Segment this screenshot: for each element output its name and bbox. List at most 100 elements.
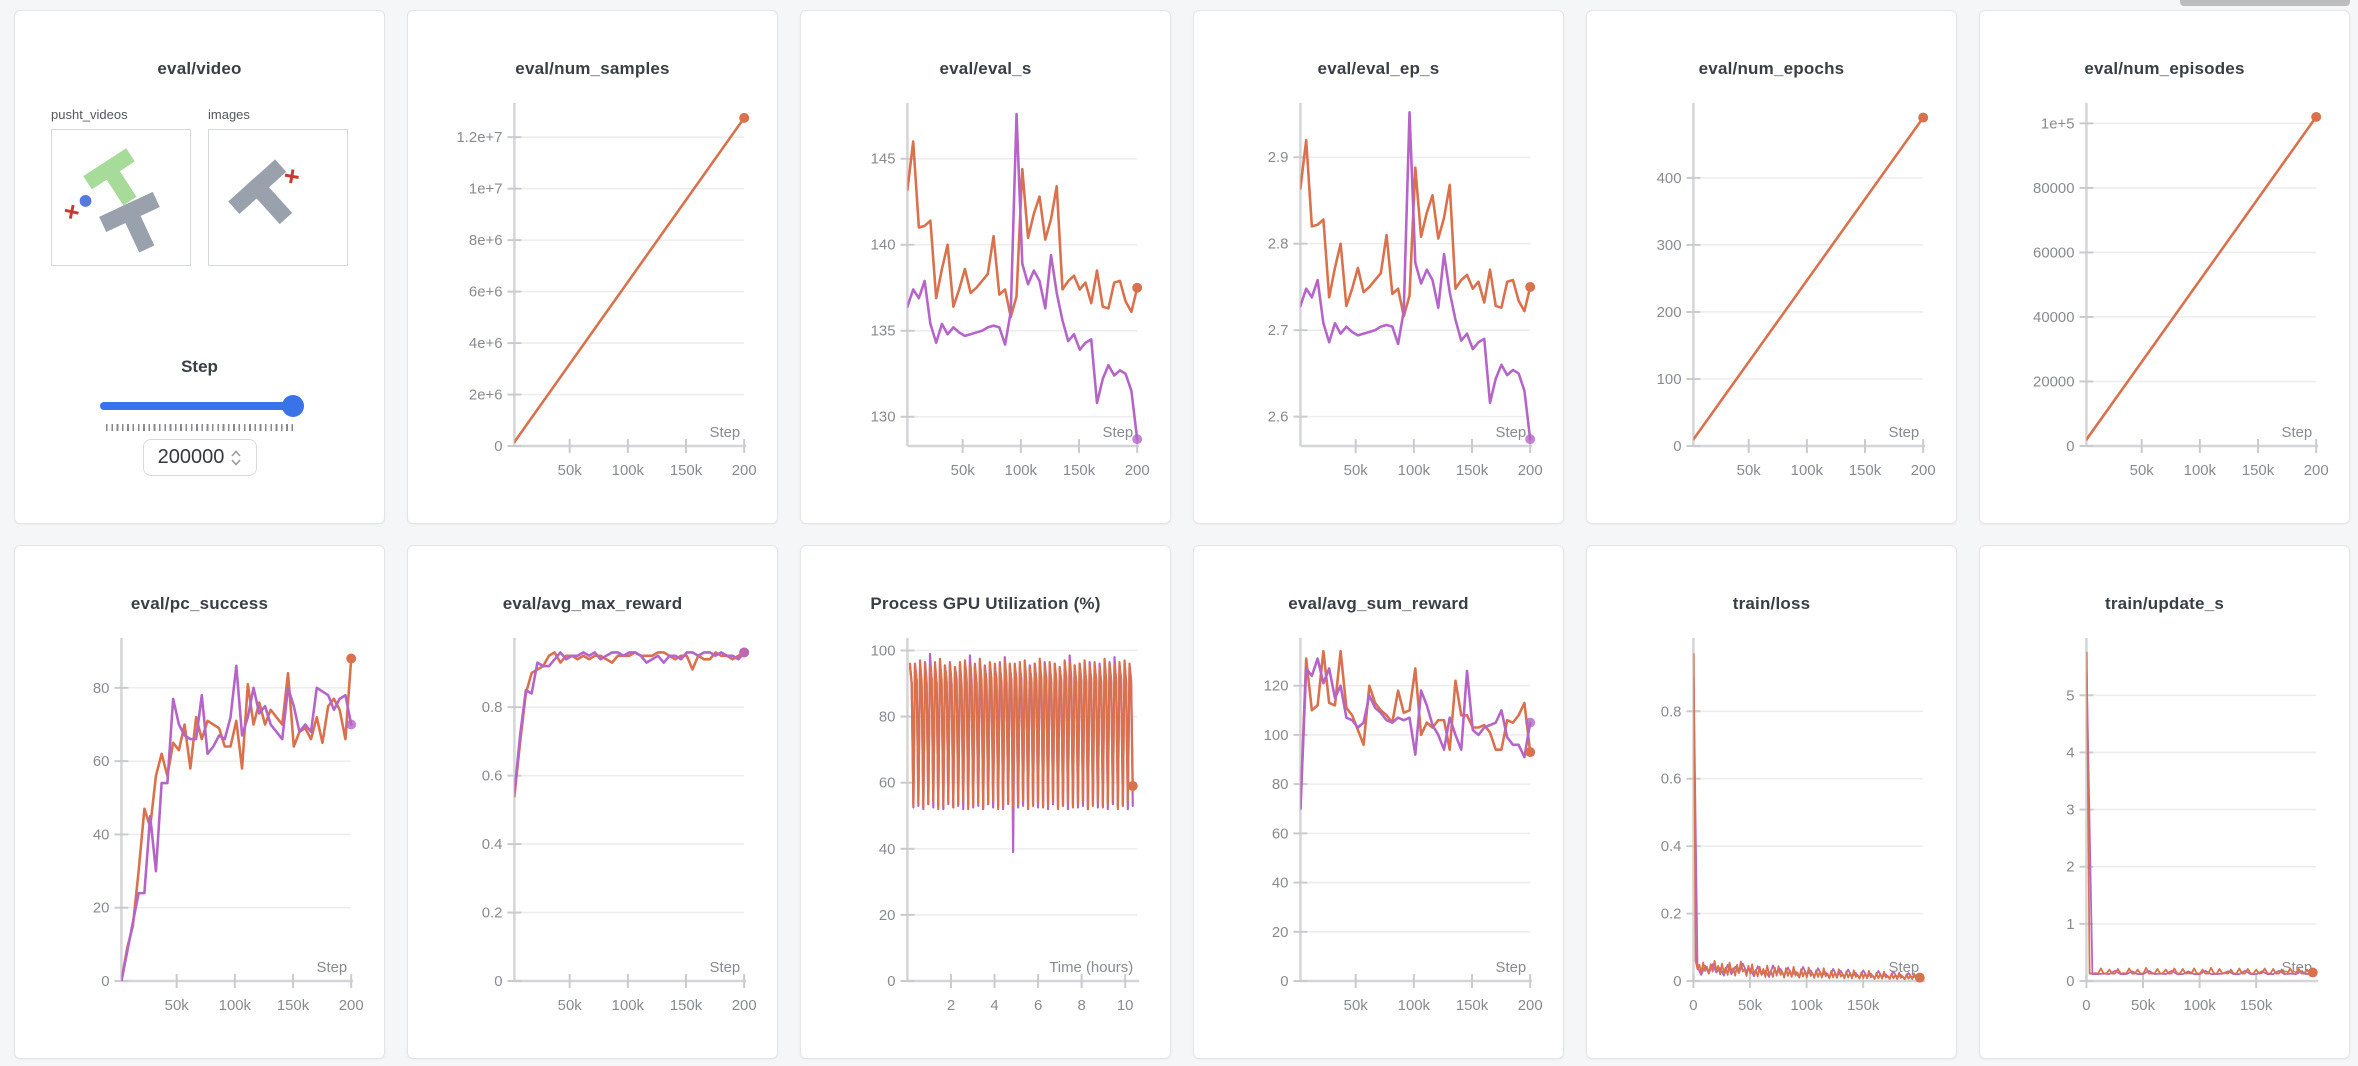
svg-text:0: 0 xyxy=(2082,998,2090,1014)
svg-text:Step: Step xyxy=(317,960,348,976)
svg-text:6e+6: 6e+6 xyxy=(469,285,503,301)
svg-text:Step: Step xyxy=(710,425,741,441)
svg-text:200: 200 xyxy=(732,463,757,479)
chart-panel[interactable]: eval/num_epochs 0 100 200 300 400 50k 100k 150k… xyxy=(1586,10,1957,524)
stepper-buttons xyxy=(231,449,241,466)
top-scrollbar[interactable] xyxy=(2180,0,2350,6)
chart-plot: 0 20 40 60 80 100 2 4 6 8 10 Time (hours) xyxy=(871,637,1140,1014)
chart-panel[interactable]: eval/num_samples 0 2e+6 4e+6 6e+6 8e+6 1e+7 1.… xyxy=(407,10,778,524)
chart-panel[interactable]: eval/pc_success 0 20 40 60 80 50k 100k 150k 200 S… xyxy=(14,545,385,1059)
svg-text:0: 0 xyxy=(494,439,502,455)
svg-text:2.9: 2.9 xyxy=(1268,150,1289,166)
media-item: images xyxy=(208,107,348,266)
gray-t-shape xyxy=(228,159,293,225)
svg-text:80: 80 xyxy=(879,710,896,726)
svg-text:40: 40 xyxy=(93,827,110,843)
goal-cross xyxy=(284,169,299,184)
svg-text:0: 0 xyxy=(1280,974,1288,990)
slider-thumb[interactable] xyxy=(281,395,304,417)
stepper-up-icon[interactable] xyxy=(231,449,241,457)
svg-text:20: 20 xyxy=(1272,925,1289,941)
svg-text:50k: 50k xyxy=(1738,998,1763,1014)
chart-panel[interactable]: Process GPU Utilization (%) 0 20 40 60 80 100… xyxy=(800,545,1171,1059)
chart-plot: 0 100 200 300 400 50k 100k 150k 200 Step xyxy=(1657,102,1936,479)
chart-panel[interactable]: eval/eval_s 130 135 140 145 50k 100k 150k 200 St… xyxy=(800,10,1171,524)
svg-text:2.6: 2.6 xyxy=(1268,410,1289,426)
svg-text:2.8: 2.8 xyxy=(1268,237,1289,253)
svg-text:200: 200 xyxy=(732,998,757,1014)
step-value: 200000 xyxy=(157,446,225,468)
panel-title: eval/eval_s xyxy=(939,59,1032,78)
svg-text:1e+5: 1e+5 xyxy=(2041,116,2075,132)
svg-text:Step: Step xyxy=(710,960,741,976)
chart-plot: 0 2e+6 4e+6 6e+6 8e+6 1e+7 1.2e+7 50k 100k 150k 20… xyxy=(456,102,757,479)
svg-text:0: 0 xyxy=(2066,439,2074,455)
svg-text:60: 60 xyxy=(879,776,896,792)
svg-text:6: 6 xyxy=(1034,998,1042,1014)
svg-text:60: 60 xyxy=(1272,826,1289,842)
svg-text:50k: 50k xyxy=(165,998,190,1014)
svg-text:0: 0 xyxy=(494,974,502,990)
goal-cross xyxy=(64,204,79,219)
svg-text:1e+7: 1e+7 xyxy=(469,182,503,198)
chart-panel[interactable]: eval/avg_max_reward 0 0.2 0.4 0.6 0.8 50k 100k… xyxy=(407,545,778,1059)
svg-text:100k: 100k xyxy=(2184,463,2217,479)
svg-text:200: 200 xyxy=(1911,463,1936,479)
svg-text:0.8: 0.8 xyxy=(1661,704,1682,720)
svg-text:150k: 150k xyxy=(1849,463,1882,479)
svg-text:Step: Step xyxy=(2282,425,2313,441)
svg-text:100: 100 xyxy=(1657,372,1682,388)
panel-grid: eval/video pusht_videos xyxy=(14,10,2350,1059)
svg-text:1: 1 xyxy=(2066,917,2074,933)
svg-text:8e+6: 8e+6 xyxy=(469,233,503,249)
svg-text:20: 20 xyxy=(879,908,896,924)
chart-panel[interactable]: eval/num_episodes 0 20000 40000 60000 80000 1… xyxy=(1979,10,2350,524)
step-value-input[interactable]: 200000 xyxy=(142,439,257,476)
svg-text:50k: 50k xyxy=(558,998,583,1014)
svg-text:40: 40 xyxy=(879,842,896,858)
svg-text:2: 2 xyxy=(947,998,955,1014)
svg-text:135: 135 xyxy=(871,324,896,340)
chart-panel[interactable]: train/update_s 0 1 2 3 4 5 0 50k 100k 150k Step xyxy=(1979,545,2350,1059)
step-slider[interactable] xyxy=(99,395,304,417)
svg-text:50k: 50k xyxy=(2131,998,2156,1014)
chart-panel[interactable]: train/loss 0 0.2 0.4 0.6 0.8 0 50k 100k 150k Step xyxy=(1586,545,1957,1059)
svg-text:Time (hours): Time (hours) xyxy=(1049,960,1133,976)
panel-title: eval/eval_ep_s xyxy=(1317,59,1440,78)
svg-text:50k: 50k xyxy=(951,463,976,479)
svg-text:200: 200 xyxy=(1518,463,1543,479)
svg-text:50k: 50k xyxy=(2130,463,2155,479)
pusht-video-thumbnail[interactable] xyxy=(51,129,191,266)
panel-title: eval/num_samples xyxy=(515,59,670,78)
stepper-down-icon[interactable] xyxy=(231,458,241,466)
chart-plot: 0 20 40 60 80 50k 100k 150k 200 Step xyxy=(93,637,364,1014)
panel-title: train/loss xyxy=(1732,594,1811,613)
svg-text:140: 140 xyxy=(871,238,896,254)
svg-text:20000: 20000 xyxy=(2033,374,2074,390)
svg-text:0.6: 0.6 xyxy=(482,769,503,785)
svg-text:3: 3 xyxy=(2066,803,2074,819)
svg-text:100k: 100k xyxy=(612,463,645,479)
pusht-image-thumbnail[interactable] xyxy=(208,129,348,266)
svg-text:0.8: 0.8 xyxy=(482,700,503,716)
slider-track[interactable] xyxy=(99,402,300,410)
svg-text:Step: Step xyxy=(1889,425,1920,441)
svg-text:100k: 100k xyxy=(2183,998,2216,1014)
svg-text:100k: 100k xyxy=(1005,463,1038,479)
svg-text:2: 2 xyxy=(2066,860,2074,876)
svg-text:4: 4 xyxy=(990,998,998,1014)
svg-text:10: 10 xyxy=(1117,998,1134,1014)
svg-text:0: 0 xyxy=(1673,439,1681,455)
svg-text:100: 100 xyxy=(1264,728,1289,744)
svg-text:150k: 150k xyxy=(2240,998,2273,1014)
chart-panel[interactable]: eval/eval_ep_s 2.6 2.7 2.8 2.9 50k 100k 150k 20… xyxy=(1193,10,1564,524)
svg-text:0: 0 xyxy=(1689,998,1697,1014)
media-item: pusht_videos xyxy=(51,107,191,266)
svg-text:100k: 100k xyxy=(612,998,645,1014)
svg-text:150k: 150k xyxy=(277,998,310,1014)
panel-title: train/update_s xyxy=(2105,594,2224,613)
svg-text:0.2: 0.2 xyxy=(1661,907,1682,923)
svg-text:150k: 150k xyxy=(2242,463,2275,479)
chart-panel[interactable]: eval/avg_sum_reward 0 20 40 60 80 100 120 50k 10… xyxy=(1193,545,1564,1059)
svg-text:80: 80 xyxy=(93,681,110,697)
